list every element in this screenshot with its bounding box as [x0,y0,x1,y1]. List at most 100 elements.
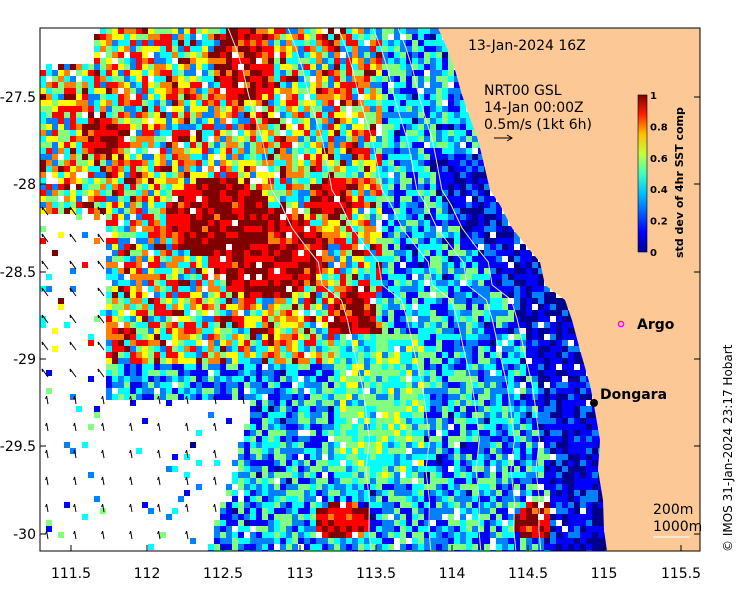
current-vector [157,503,161,513]
x-tick-label: 111.5 [51,566,91,582]
x-tick-label: 113 [287,566,314,582]
current-vector [73,395,77,405]
current-vector [157,449,161,459]
current-vector [185,395,189,405]
isobath-contours [227,28,542,551]
current-vector [157,476,161,486]
imos-credit: © IMOS 31-Jan-2024 23:17 Hobart [721,344,735,552]
dongara-label: Dongara [600,387,667,403]
current-vector [213,422,217,432]
current-vector [73,449,77,459]
colorbar-ramp [637,94,648,253]
current-vector [157,395,161,405]
argo-label: Argo [637,317,675,333]
current-time-label: 14-Jan 00:00Z [484,100,584,116]
current-vector [45,422,49,432]
current-vector [129,395,133,405]
current-vector [69,233,77,243]
current-vector [213,476,217,486]
current-vector [185,503,189,513]
current-vector [97,287,105,297]
current-vector [97,341,105,351]
current-vector [97,233,105,243]
current-vector [101,530,105,540]
x-tick-label: 112 [134,566,161,582]
current-vector [101,395,105,405]
current-vector [213,449,217,459]
x-tick-label: 112.5 [203,566,243,582]
current-vector [73,422,77,432]
current-vector [45,503,49,513]
colorbar-tick-label: 0 [650,248,657,259]
y-tick-label: -28 [13,177,36,193]
sst-field [40,28,610,551]
y-axis: -27.5 -28 -28.5 -29 -29.5 -30 [0,90,700,543]
colorbar-tick-label: 0.4 [650,185,668,196]
current-vector [45,449,49,459]
scale-arrow-icon [494,134,513,142]
current-vector [97,260,105,270]
current-vector [45,476,49,486]
current-vector [241,395,245,405]
current-vector [185,530,189,540]
current-vector [157,530,161,540]
current-vector [97,206,105,216]
current-vector [129,530,133,540]
dongara-marker [590,399,598,407]
current-vector [97,314,105,324]
current-vector [185,476,189,486]
x-tick-label: 113.5 [356,566,396,582]
colorbar: 0 0.2 0.4 0.6 0.8 1 std dev of 4hr SST comp [637,91,686,259]
current-product-label: NRT00 GSL [484,83,562,99]
y-tick-label: -28.5 [0,265,36,281]
y-tick-label: -29.5 [0,439,36,455]
current-vector [41,206,49,216]
current-vector [185,422,189,432]
colorbar-tick-label: 0.8 [650,122,668,133]
plot-frame [39,27,701,552]
isobath-legend-200m: 200m [653,502,693,518]
map-plot-area [40,28,700,551]
current-vector [69,314,77,324]
current-vector [157,422,161,432]
current-vector [69,287,77,297]
current-vector [69,206,77,216]
current-vector [129,503,133,513]
current-vector [101,503,105,513]
map-timestamp: 13-Jan-2024 16Z [468,38,586,54]
current-vector [129,476,133,486]
current-vector [69,260,77,270]
current-vector [69,368,77,378]
y-tick-label: -27.5 [0,90,36,106]
current-vector [213,503,217,513]
x-tick-label: 114.5 [508,566,548,582]
current-vector [41,260,49,270]
land-mass [438,28,700,551]
current-vector [41,314,49,324]
y-tick-label: -30 [13,527,36,543]
current-vector [213,395,217,405]
current-vector [97,368,105,378]
isobath-legend-1000m: 1000m [653,519,702,535]
current-vector [41,341,49,351]
current-vector [73,503,77,513]
x-tick-label: 115.5 [661,566,701,582]
x-axis: 111.5 112 112.5 113 113.5 114 114.5 115 115.5 [51,545,701,582]
current-vector [129,422,133,432]
current-vector [69,341,77,351]
current-scale-label: 0.5m/s (1kt 6h) [484,117,592,133]
current-vector [101,422,105,432]
x-tick-label: 114 [439,566,466,582]
current-vector [101,476,105,486]
current-vector [45,395,49,405]
colorbar-tick-label: 0.2 [650,217,668,228]
colorbar-tick-label: 0.6 [650,154,668,165]
current-vector [101,449,105,459]
current-vector [41,287,49,297]
current-vector [73,476,77,486]
colorbar-label: std dev of 4hr SST comp [673,107,686,258]
colorbar-tick-label: 1 [650,91,657,102]
current-vector [185,449,189,459]
current-vector [73,530,77,540]
